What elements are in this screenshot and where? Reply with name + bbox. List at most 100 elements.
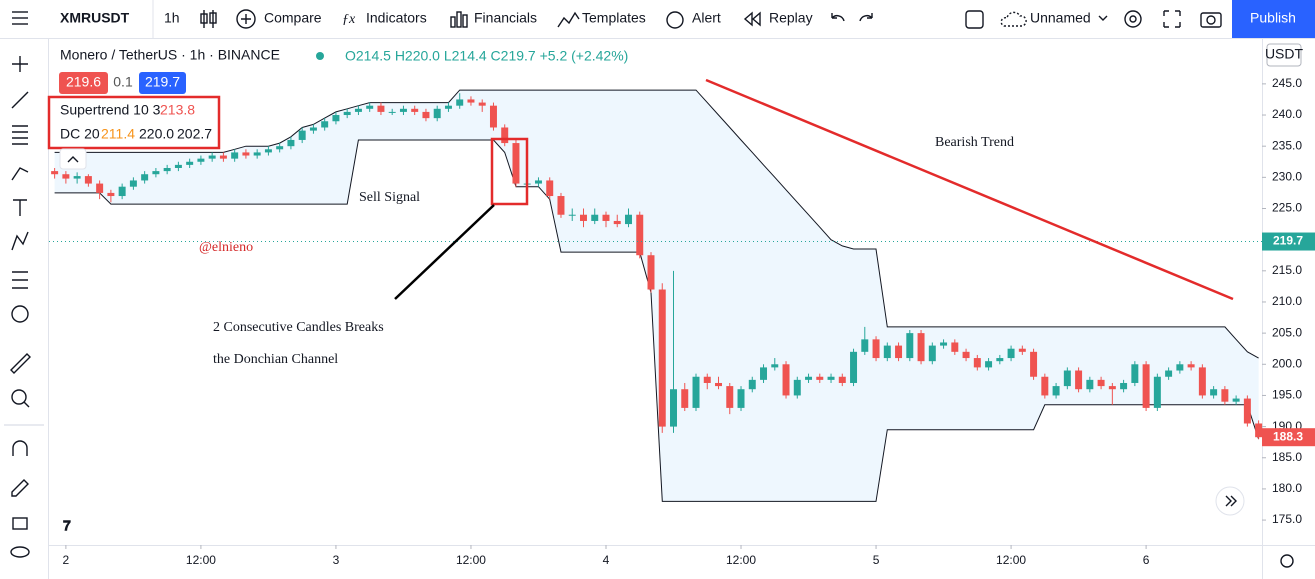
candle-body	[737, 389, 745, 408]
candle-body	[1041, 376, 1049, 396]
publish-button[interactable]	[1232, 0, 1315, 38]
candle-body	[613, 220, 621, 225]
note-line: the Donchian Channel	[213, 352, 338, 367]
x-tick-label: 2	[63, 553, 70, 567]
y-tick-label: 240.0	[1272, 107, 1302, 121]
candle-body	[444, 105, 452, 109]
indicator-name: Supertrend 10 3	[60, 102, 161, 118]
candle-body	[467, 99, 475, 103]
candle-body	[1165, 370, 1173, 377]
settings-icon[interactable]	[1124, 10, 1142, 28]
indicator-value: 202.7	[177, 126, 212, 142]
layout-icon[interactable]	[965, 10, 984, 29]
forecast-tool[interactable]	[12, 271, 28, 289]
y-tick-label: 210.0	[1272, 294, 1302, 308]
emoji-tool[interactable]	[11, 305, 29, 323]
candle-body	[219, 155, 227, 159]
candle-body	[670, 389, 677, 427]
candle-body	[883, 345, 891, 359]
toolbar-item[interactable]: Templates	[582, 10, 646, 26]
ruler-tool[interactable]	[10, 353, 31, 374]
interval[interactable]: 1h	[164, 10, 180, 26]
undo-icon[interactable]	[831, 13, 845, 22]
x-tick-label: 5	[873, 553, 880, 567]
candle-body	[546, 180, 554, 197]
scroll-icon	[1225, 495, 1237, 507]
menu-icon[interactable]	[12, 11, 28, 25]
currency-box[interactable]	[1266, 43, 1302, 67]
candle-body	[422, 111, 430, 119]
fullscreen-icon[interactable]	[1163, 10, 1181, 28]
fib-tool[interactable]	[12, 125, 28, 145]
candle-body	[1210, 389, 1218, 396]
candle-body	[872, 339, 880, 359]
redo-icon[interactable]	[859, 13, 873, 22]
chart-type-icon[interactable]	[200, 10, 217, 28]
lock-draw-tool[interactable]	[11, 479, 29, 497]
axis-settings[interactable]	[1280, 554, 1294, 568]
toolbar-item[interactable]: Compare	[264, 10, 322, 26]
buy-button[interactable]	[139, 72, 186, 94]
y-tick-label: 215.0	[1272, 263, 1302, 277]
collapse-button[interactable]	[59, 148, 87, 170]
toolbar-item[interactable]: Replay	[769, 10, 813, 26]
zoom-handle	[23, 401, 30, 408]
compare-icon[interactable]	[236, 9, 256, 29]
candle-body	[1255, 423, 1263, 438]
candle-body	[96, 183, 104, 193]
symbol[interactable]: XMRUSDT	[60, 10, 130, 26]
candle-body	[985, 361, 993, 368]
candle-body	[973, 358, 981, 368]
sell-price: 219.6	[66, 74, 101, 90]
snapshot-icon[interactable]	[1200, 12, 1222, 28]
lock-tool[interactable]	[12, 517, 28, 530]
cloud-icon	[1000, 11, 1027, 27]
magnet-tool[interactable]	[12, 440, 28, 456]
dc-lower	[54, 139, 1260, 502]
dc-upper	[54, 89, 1259, 359]
trend-label: Bearish Trend	[935, 135, 1014, 150]
channel-fill	[54, 90, 1259, 502]
y-tick-label: 200.0	[1272, 356, 1302, 370]
candle-body	[715, 382, 723, 387]
trendline-tool[interactable]	[11, 91, 29, 109]
candle-body	[174, 164, 182, 168]
chevron[interactable]	[1098, 15, 1108, 21]
layout-name[interactable]: Unnamed	[1030, 10, 1091, 26]
candle-body	[501, 127, 509, 144]
candle-body	[726, 386, 734, 408]
candle-body	[568, 214, 576, 216]
candle-body	[625, 214, 632, 225]
brush-tool[interactable]	[11, 167, 29, 181]
templates-icon	[557, 11, 580, 28]
candle-body	[1243, 398, 1251, 424]
candle-body	[354, 108, 362, 112]
pattern-tool[interactable]	[11, 231, 29, 251]
crosshair-tool[interactable]	[12, 56, 28, 72]
toolbar-item[interactable]: Financials	[474, 10, 537, 26]
note-line: 2 Consecutive Candles Breaks	[213, 320, 384, 335]
candle-body	[1086, 379, 1094, 390]
price-line-label: 219.7	[1273, 234, 1303, 248]
candle-body	[276, 146, 284, 150]
candle-body	[1063, 370, 1071, 387]
candle-body	[895, 345, 903, 359]
candle-body	[1097, 379, 1105, 387]
candle-body	[1176, 364, 1184, 371]
scroll-button[interactable]	[1215, 486, 1245, 516]
financials-icon	[450, 11, 468, 28]
text-tool[interactable]	[13, 199, 27, 216]
toolbar-item[interactable]: Alert	[692, 10, 721, 26]
candle-body	[309, 127, 317, 131]
last-price-tag	[1262, 428, 1315, 447]
candle-body	[377, 105, 385, 112]
zoom-tool[interactable]	[11, 389, 27, 405]
toolbar-item[interactable]: Indicators	[366, 10, 427, 26]
candle-body	[264, 149, 272, 153]
sell-button[interactable]	[59, 72, 108, 94]
candle-body	[962, 351, 970, 359]
visibility-tool[interactable]	[10, 546, 30, 558]
annotations: Sell Signal @elnieno 2 Consecutive Candl…	[199, 78, 1234, 367]
